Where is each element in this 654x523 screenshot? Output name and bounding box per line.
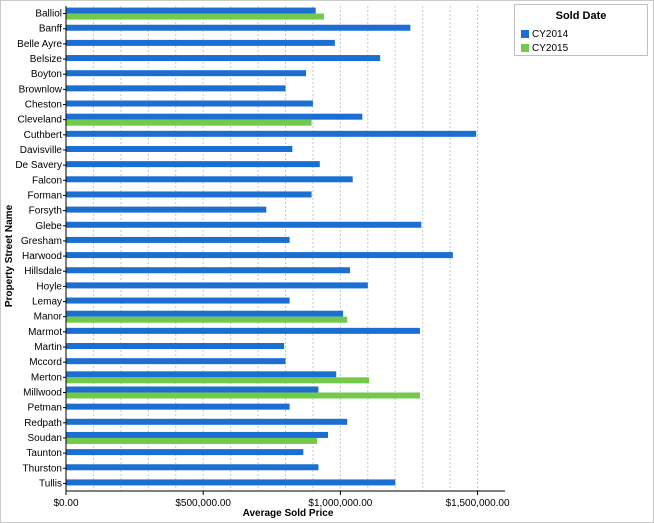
legend-label-cy2014: CY2014 xyxy=(532,29,569,40)
y-tick-label: Gresham xyxy=(21,236,62,247)
x-tick-labels: $0.00 $500,000.00 $1,000,000.00 $1,500,000.… xyxy=(53,491,510,509)
bar-cy2014-taunton xyxy=(66,449,304,456)
bar-cy2015-manor xyxy=(66,316,348,323)
bars xyxy=(66,7,477,486)
y-tick-label: Banff xyxy=(39,24,62,35)
legend-item-cy2014: CY2014 xyxy=(521,29,568,41)
y-tick-label: Soudan xyxy=(28,433,62,444)
y-axis-title: Property Street Name xyxy=(4,204,15,307)
bar-cy2014-gresham xyxy=(66,236,290,243)
bar-cy2014-de-savery xyxy=(66,161,320,168)
y-tick-labels: Balliol Banff Belle Ayre Belsize Boyton Brown… xyxy=(15,9,66,489)
y-tick-label: Marmot xyxy=(28,327,62,338)
y-tick-label: Mccord xyxy=(29,357,62,368)
y-tick-label: Petman xyxy=(28,403,62,414)
y-tick-label: Cheston xyxy=(25,100,62,111)
bar-cy2014-manor xyxy=(66,310,344,317)
bar-cy2014-petman xyxy=(66,403,290,410)
y-tick-label: Falcon xyxy=(32,175,62,186)
y-tick-label: Millwood xyxy=(23,387,62,398)
bar-cy2014-balliol xyxy=(66,7,316,14)
x-tick-label: $1,000,000.00 xyxy=(308,498,372,509)
bar-cy2014-belle-ayre xyxy=(66,39,335,46)
bar-cy2014-forman xyxy=(66,191,312,198)
bar-cy2014-cleveland xyxy=(66,113,363,120)
x-tick-label: $500,000.00 xyxy=(175,498,231,509)
y-tick-label: Tullis xyxy=(39,478,62,489)
bar-cy2014-redpath xyxy=(66,418,348,425)
y-tick-label: Merton xyxy=(31,372,62,383)
y-tick-label: Martin xyxy=(34,342,62,353)
y-tick-label: Hillsdale xyxy=(24,266,62,277)
bar-cy2014-martin xyxy=(66,343,285,350)
bar-cy2014-cheston xyxy=(66,100,313,107)
y-tick-label: Brownlow xyxy=(19,84,63,95)
bar-cy2014-forsyth xyxy=(66,206,267,213)
y-tick-label: Forsyth xyxy=(29,206,62,217)
legend-title: Sold Date xyxy=(555,10,607,22)
y-tick-label: De Savery xyxy=(15,160,62,171)
bar-cy2014-belsize xyxy=(66,55,381,62)
grid-lines xyxy=(92,6,479,491)
bar-cy2014-lemay xyxy=(66,297,290,304)
bar-cy2014-thurston xyxy=(66,464,319,471)
bar-cy2014-cuthbert xyxy=(66,130,477,137)
bar-cy2014-hillsdale xyxy=(66,267,350,274)
bar-cy2015-soudan xyxy=(66,437,318,444)
bar-cy2015-cleveland xyxy=(66,119,312,126)
bar-cy2014-banff xyxy=(66,24,411,31)
y-tick-label: Cleveland xyxy=(18,115,62,126)
bar-cy2014-mccord xyxy=(66,358,286,365)
y-tick-label: Thurston xyxy=(23,463,62,474)
bar-cy2014-harwood xyxy=(66,252,453,259)
x-axis-title: Average Sold Price xyxy=(243,508,334,519)
y-tick-label: Belsize xyxy=(30,54,63,65)
y-tick-label: Forman xyxy=(28,190,62,201)
legend-swatch-cy2015 xyxy=(521,44,529,52)
y-tick-label: Belle Ayre xyxy=(17,39,62,50)
y-tick-label: Boyton xyxy=(31,69,62,80)
axes xyxy=(65,6,505,492)
legend: Sold Date CY2014 CY2015 xyxy=(514,4,648,56)
bar-cy2014-millwood xyxy=(66,386,319,393)
y-tick-label: Balliol xyxy=(35,9,62,20)
bar-cy2015-millwood xyxy=(66,392,420,399)
legend-swatch-cy2014 xyxy=(521,30,529,38)
y-tick-label: Manor xyxy=(34,312,63,323)
bar-cy2015-merton xyxy=(66,377,370,384)
y-tick-label: Redpath xyxy=(24,418,62,429)
bar-cy2014-tullis xyxy=(66,479,396,486)
bar-cy2014-soudan xyxy=(66,431,329,438)
bar-cy2015-balliol xyxy=(66,13,324,20)
y-tick-label: Harwood xyxy=(22,251,62,262)
y-tick-label: Hoyle xyxy=(36,281,62,292)
bar-cy2014-boyton xyxy=(66,70,307,77)
x-tick-label: $1,500,000.00 xyxy=(446,498,510,509)
legend-item-cy2015: CY2015 xyxy=(521,43,568,55)
y-tick-label: Taunton xyxy=(26,448,62,459)
y-tick-label: Glebe xyxy=(35,221,62,232)
bar-cy2014-glebe xyxy=(66,221,422,228)
legend-label-cy2015: CY2015 xyxy=(532,43,569,54)
bar-cy2014-falcon xyxy=(66,176,353,183)
y-tick-label: Cuthbert xyxy=(24,130,63,141)
x-tick-label: $0.00 xyxy=(53,498,78,509)
bar-cy2014-hoyle xyxy=(66,282,368,289)
bar-cy2014-brownlow xyxy=(66,85,286,92)
bar-cy2014-marmot xyxy=(66,327,420,334)
y-tick-label: Lemay xyxy=(32,297,62,308)
bar-cy2014-merton xyxy=(66,371,337,378)
bar-cy2014-davisville xyxy=(66,145,293,152)
y-tick-label: Davisville xyxy=(20,145,63,156)
